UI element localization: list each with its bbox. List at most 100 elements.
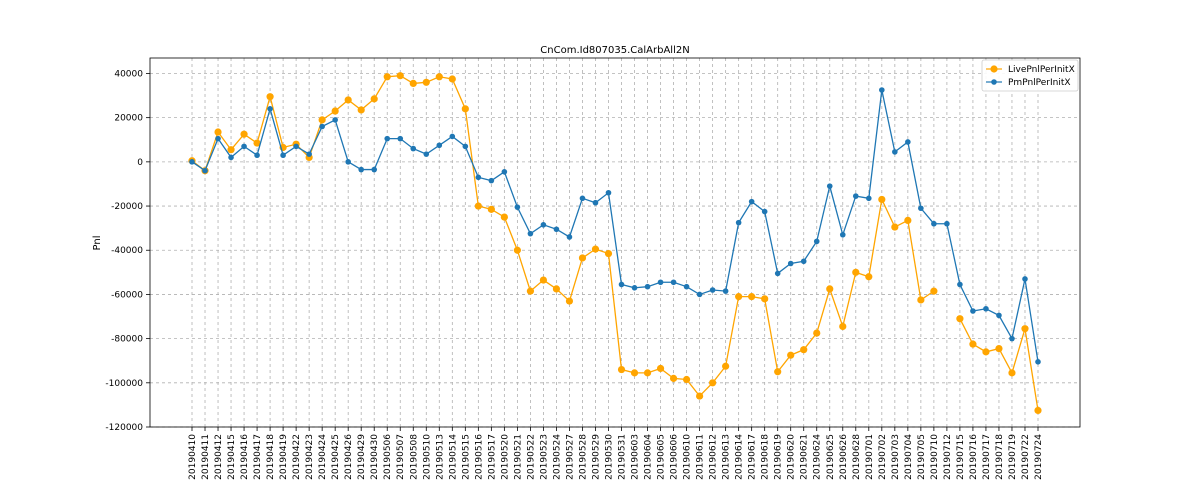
data-point: [436, 142, 443, 149]
y-tick-label: -100000: [105, 379, 143, 389]
x-tick-label: 20190429: [357, 434, 367, 480]
data-point: [617, 365, 626, 374]
data-point: [501, 168, 508, 175]
data-point: [384, 135, 391, 142]
data-point: [461, 105, 469, 113]
data-point: [604, 249, 613, 258]
x-tick-label: 20190605: [657, 434, 667, 480]
x-tick-label: 20190612: [709, 434, 719, 480]
x-tick-label: 20190411: [201, 434, 211, 480]
x-tick-label: 20190517: [487, 434, 497, 480]
data-point: [449, 133, 456, 140]
data-point: [474, 202, 482, 210]
data-point: [540, 222, 547, 228]
x-tick-label: 20190715: [956, 434, 966, 480]
data-point: [462, 143, 469, 150]
data-point: [826, 285, 834, 293]
data-point: [774, 368, 782, 376]
data-point: [513, 246, 521, 254]
x-tick-label: 20190516: [474, 434, 484, 480]
data-point: [865, 273, 873, 281]
x-axis-ticks: 20190410 20190411 20190412 20190415 20190416…: [188, 427, 1044, 480]
data-point: [682, 375, 691, 384]
legend-label-pm: PmPnlPerInitX: [1008, 78, 1071, 88]
data-point: [800, 346, 808, 354]
data-point: [918, 205, 924, 212]
data-point: [253, 139, 261, 147]
data-point: [709, 287, 716, 293]
data-point: [202, 167, 208, 174]
x-tick-label: 20190506: [383, 434, 393, 480]
data-point: [514, 204, 521, 210]
data-point: [787, 351, 795, 359]
data-point: [488, 177, 495, 184]
data-point: [696, 291, 703, 298]
data-point: [813, 329, 821, 337]
x-tick-label: 20190425: [331, 434, 341, 480]
data-point: [293, 143, 299, 150]
data-point: [396, 72, 404, 80]
data-point: [500, 213, 508, 221]
x-tick-label: 20190621: [800, 434, 810, 480]
data-point: [1008, 369, 1016, 377]
legend-marker-live: [990, 65, 998, 73]
data-point: [214, 128, 222, 136]
data-point: [189, 159, 195, 165]
x-tick-label: 20190520: [500, 434, 510, 480]
data-point: [553, 226, 560, 233]
data-point: [957, 281, 963, 288]
data-point: [527, 230, 534, 237]
x-tick-label: 20190617: [748, 434, 758, 480]
data-point: [487, 205, 495, 213]
data-point: [228, 154, 234, 161]
data-point: [748, 293, 756, 301]
x-tick-label: 20190417: [253, 434, 263, 480]
data-point: [370, 95, 378, 103]
data-point: [774, 270, 781, 277]
data-point: [683, 283, 690, 290]
x-tick-label: 20190611: [696, 434, 706, 480]
data-point: [800, 258, 807, 265]
plot-area-frame: [149, 57, 1081, 428]
y-tick-label: -20000: [111, 202, 143, 212]
data-point: [904, 216, 912, 225]
data-point: [891, 223, 899, 231]
y-tick-label: -40000: [111, 246, 143, 256]
data-point: [722, 362, 730, 370]
x-tick-label: 20190625: [826, 434, 836, 480]
x-tick-label: 20190701: [865, 434, 875, 480]
data-point: [565, 297, 574, 305]
x-tick-label: 20190430: [370, 434, 380, 480]
data-point: [709, 379, 717, 387]
x-tick-label: 20190416: [240, 434, 250, 480]
data-point: [839, 231, 846, 238]
data-point: [331, 107, 339, 115]
x-tick-label: 20190613: [722, 434, 732, 480]
data-point: [631, 284, 638, 291]
x-tick-label: 20190513: [435, 434, 445, 480]
data-point: [930, 287, 938, 295]
x-tick-label: 20190423: [305, 434, 315, 480]
data-point: [605, 189, 612, 196]
data-point: [931, 220, 937, 227]
x-tick-label: 20190523: [539, 434, 549, 480]
data-point: [344, 96, 352, 104]
data-point: [579, 195, 586, 202]
series-LivePnlPerInitX: [188, 72, 1042, 415]
data-point: [892, 149, 898, 155]
data-point: [748, 198, 755, 205]
data-point: [657, 279, 664, 286]
data-point: [578, 254, 587, 262]
x-tick-label: 20190415: [227, 434, 237, 480]
x-tick-label: 20190424: [318, 434, 328, 480]
data-point: [280, 152, 286, 159]
data-point: [735, 219, 742, 226]
data-point: [787, 260, 794, 267]
data-point: [722, 288, 729, 294]
x-tick-label: 20190718: [995, 434, 1005, 480]
x-tick-label: 20190510: [422, 434, 432, 480]
data-point: [227, 146, 235, 154]
x-tick-label: 20190507: [396, 434, 406, 480]
data-point: [448, 75, 456, 83]
x-tick-label: 20190514: [448, 434, 458, 480]
